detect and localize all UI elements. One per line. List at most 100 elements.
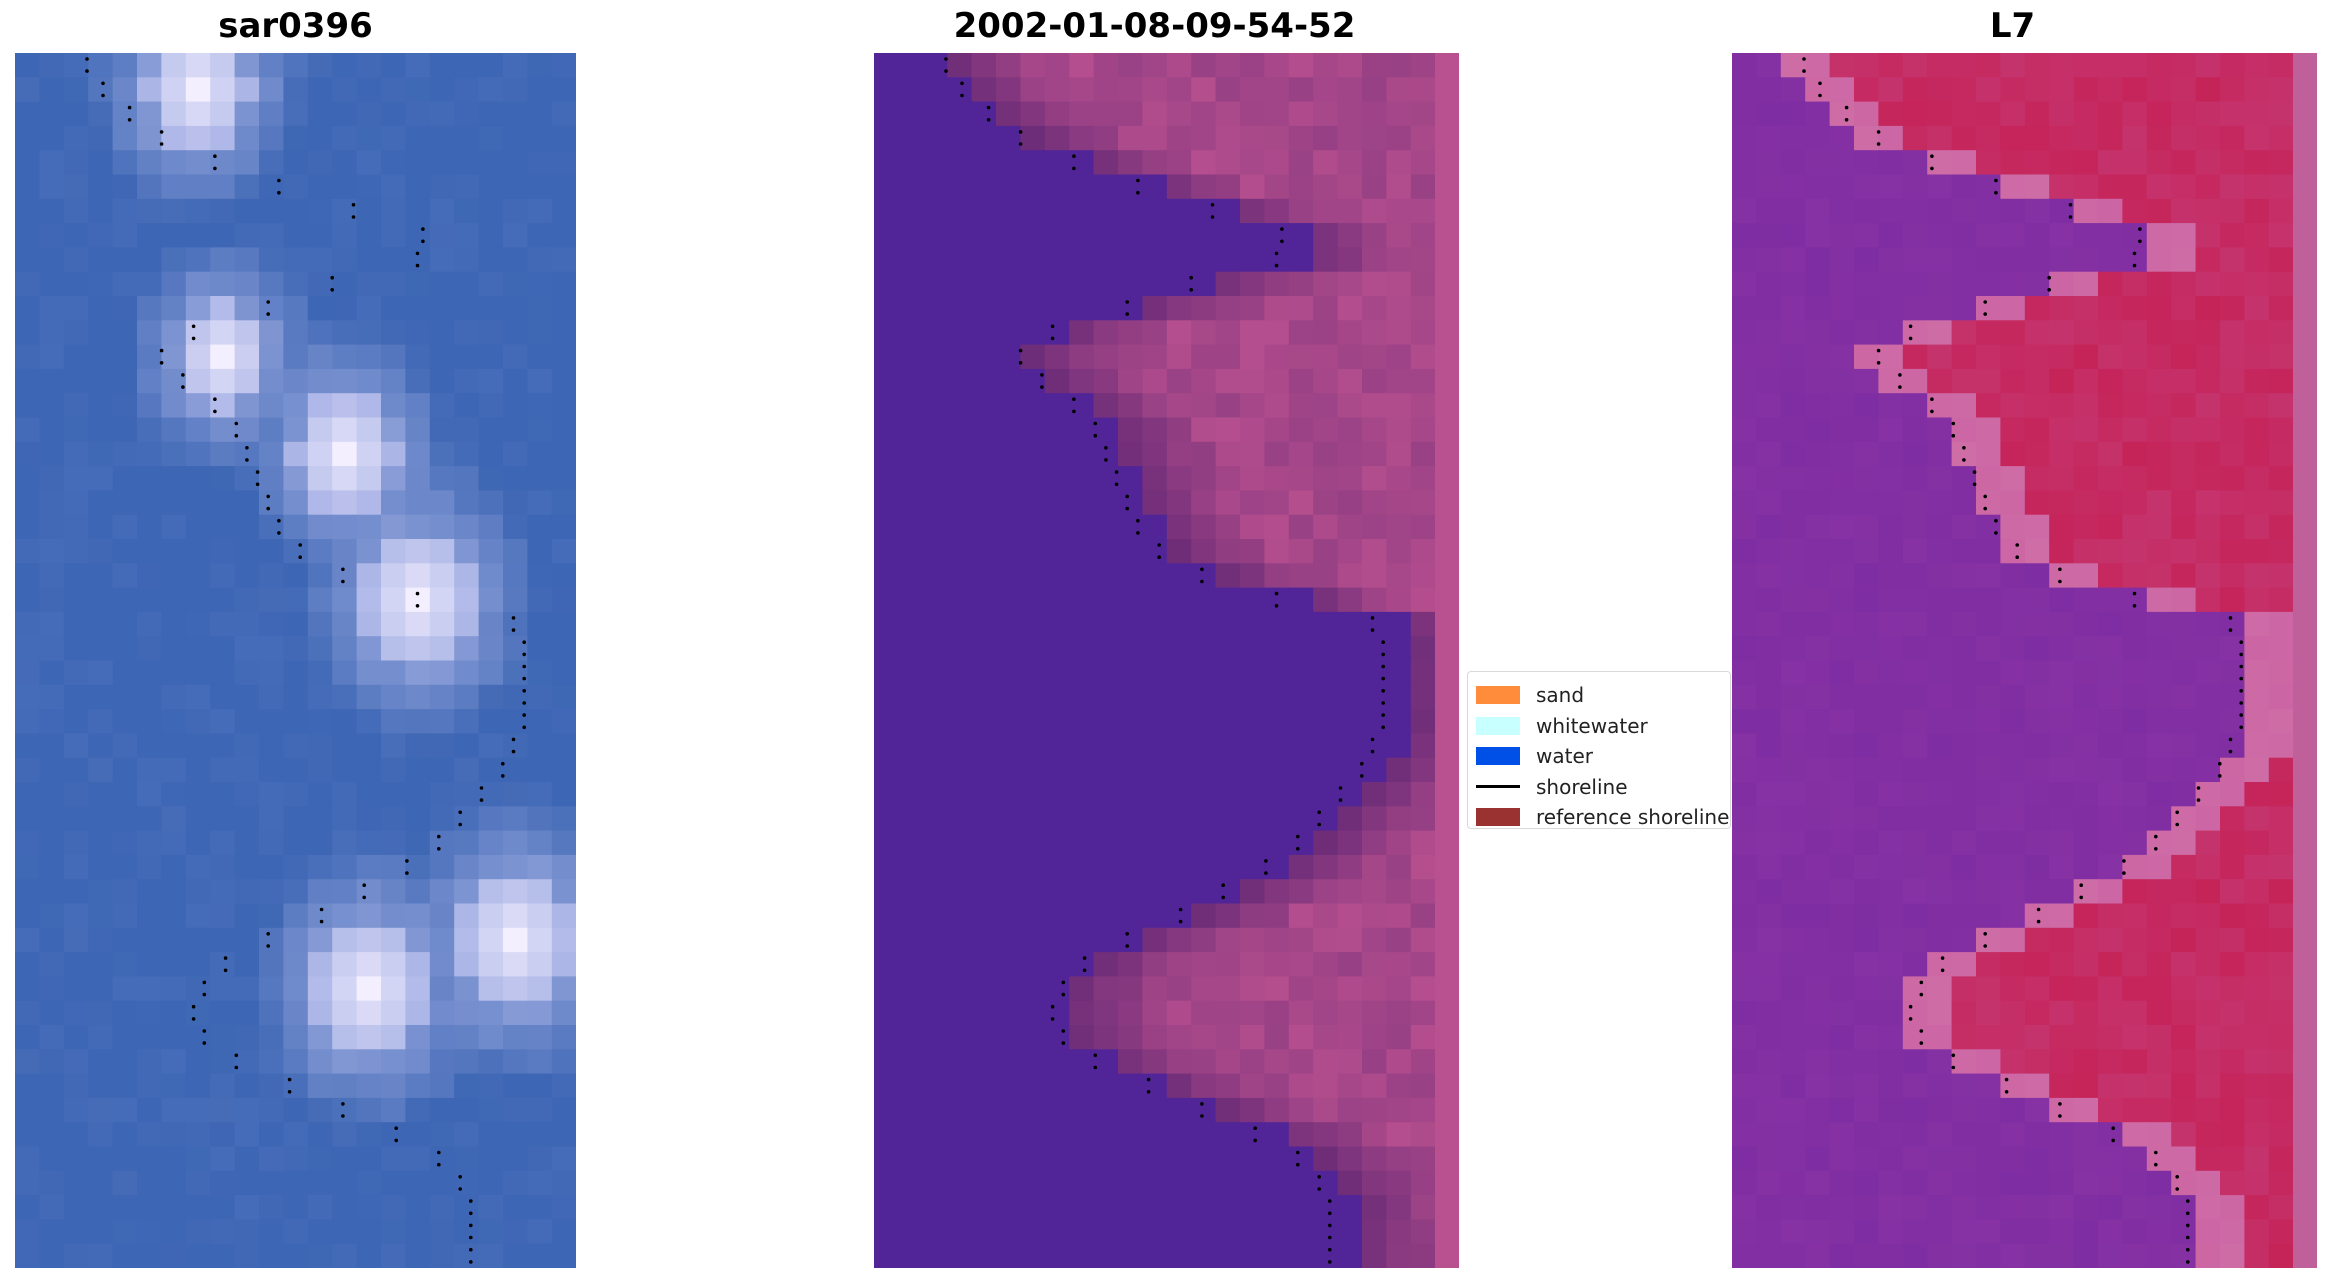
image-pixel (1044, 1000, 1070, 1026)
image-pixel (1805, 879, 1831, 905)
image-pixel (947, 368, 973, 394)
image-pixel (898, 344, 924, 370)
image-pixel (1410, 660, 1436, 686)
image-pixel (1313, 830, 1339, 856)
image-pixel (1976, 344, 2001, 370)
image-pixel (2024, 198, 2050, 224)
image-pixel (527, 441, 553, 467)
image-pixel (527, 393, 553, 419)
image-pixel (356, 1025, 382, 1050)
shoreline-dot (2154, 847, 2158, 851)
image-pixel (2049, 1122, 2075, 1148)
image-pixel (1264, 101, 1290, 127)
image-pixel (332, 1146, 358, 1172)
shoreline-dot (2068, 215, 2073, 219)
image-pixel (307, 466, 333, 491)
image-pixel (1805, 368, 1831, 394)
image-pixel (185, 757, 211, 783)
image-pixel (947, 1146, 973, 1172)
image-pixel (1780, 1146, 1806, 1172)
image-pixel (1902, 417, 1928, 443)
image-pixel (1288, 53, 1314, 78)
image-pixel (1951, 1170, 1977, 1196)
image-pixel (39, 1000, 65, 1026)
image-pixel (1288, 539, 1314, 564)
image-pixel (2195, 709, 2221, 734)
image-pixel (1829, 976, 1855, 1002)
image-pixel (2098, 466, 2123, 491)
image-pixel (2122, 903, 2148, 929)
image-pixel (2171, 490, 2197, 516)
image-pixel (1386, 563, 1412, 589)
image-pixel (551, 1025, 576, 1050)
image-pixel (478, 660, 504, 686)
shoreline-dot (1994, 531, 1998, 535)
image-pixel (332, 1195, 358, 1220)
image-pixel (2024, 1049, 2050, 1075)
image-pixel (2098, 1219, 2123, 1245)
image-pixel (1927, 514, 1953, 540)
image-pixel (1927, 563, 1953, 589)
image-pixel (1191, 903, 1217, 929)
image-pixel (1732, 320, 1757, 346)
image-pixel (332, 976, 358, 1002)
image-pixel (259, 53, 284, 78)
image-pixel (429, 879, 455, 905)
image-pixel (1240, 368, 1265, 394)
image-pixel (2024, 125, 2050, 151)
image-pixel (429, 271, 455, 297)
image-pixel (1410, 320, 1436, 346)
shoreline-dot (1919, 1041, 1924, 1045)
image-pixel (1780, 1243, 1806, 1268)
image-pixel (2024, 1073, 2050, 1099)
image-pixel (1020, 1025, 1046, 1050)
shoreline-dot (1983, 944, 1987, 948)
image-pixel (381, 1025, 406, 1050)
image-pixel (1191, 854, 1217, 880)
image-pixel (405, 611, 431, 637)
shoreline-dot (2047, 275, 2051, 280)
image-pixel (1829, 125, 1855, 151)
image-pixel (1264, 1025, 1290, 1050)
image-pixel (2146, 247, 2172, 273)
image-pixel (922, 879, 948, 905)
image-pixel (922, 587, 948, 613)
image-pixel (15, 1049, 40, 1075)
image-pixel (15, 660, 40, 686)
image-pixel (283, 296, 309, 321)
image-pixel (1313, 514, 1339, 540)
image-pixel (88, 271, 114, 297)
image-pixel (2220, 927, 2245, 953)
image-pixel (551, 976, 576, 1002)
shoreline-dot (266, 944, 270, 948)
image-pixel (1386, 320, 1412, 346)
image-pixel (39, 611, 65, 637)
image-pixel (283, 125, 309, 151)
image-pixel (1288, 709, 1314, 734)
image-pixel (1191, 125, 1217, 151)
image-pixel (527, 1025, 553, 1050)
image-pixel (2024, 830, 2050, 856)
image-pixel (2268, 1073, 2294, 1099)
image-pixel (1191, 1243, 1217, 1268)
image-pixel (185, 223, 211, 248)
image-pixel (332, 806, 358, 832)
shoreline-dot (1930, 154, 1934, 158)
shoreline-dot (319, 919, 324, 924)
image-pixel (1093, 927, 1119, 953)
image-pixel (405, 490, 431, 516)
image-pixel (1410, 1000, 1436, 1026)
image-pixel (2195, 952, 2221, 977)
image-pixel (15, 757, 40, 783)
shoreline-dot (1093, 1065, 1098, 1070)
image-pixel (112, 198, 138, 224)
image-pixel (1240, 1243, 1265, 1268)
image-pixel (1854, 1097, 1879, 1123)
image-pixel (429, 782, 455, 807)
image-pixel (947, 830, 973, 856)
image-pixel (283, 952, 309, 977)
image-pixel (1362, 77, 1387, 103)
image-pixel (112, 611, 138, 637)
image-pixel (996, 101, 1021, 127)
image-pixel (1362, 223, 1387, 248)
